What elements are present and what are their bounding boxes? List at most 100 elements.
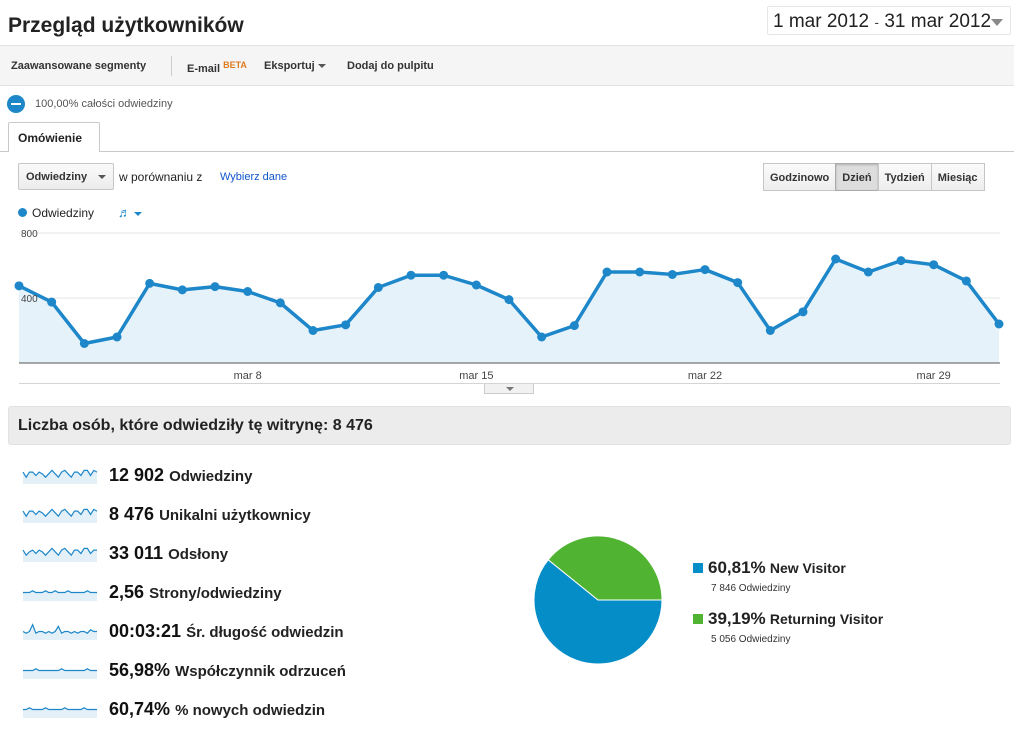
date-start: 1 mar 2012 (773, 11, 870, 32)
pie-legend-percent: 39,19% (708, 609, 766, 628)
period-week-button[interactable]: Tydzień (877, 163, 932, 191)
chart-resize-handle[interactable] (484, 384, 534, 394)
x-tick-label: mar 29 (917, 370, 951, 382)
pie-slice[interactable] (533, 559, 663, 665)
music-note-icon: ♬ (118, 205, 131, 220)
toolbar-divider (171, 56, 172, 76)
annotation-toggle[interactable]: ♬ (118, 205, 142, 220)
data-point[interactable] (341, 320, 351, 330)
tab-divider (0, 151, 1014, 152)
sparkline (22, 508, 98, 523)
data-point[interactable] (602, 267, 612, 277)
add-to-dashboard-button[interactable]: Dodaj do pulpitu (347, 60, 434, 72)
metric-value: 8 476 (109, 504, 155, 524)
data-point[interactable] (47, 297, 57, 307)
metric-text: 33 011 Odsłony (109, 543, 228, 564)
data-point[interactable] (961, 276, 971, 286)
data-point[interactable] (863, 267, 873, 277)
data-point[interactable] (831, 254, 841, 264)
data-point[interactable] (406, 270, 416, 280)
data-point[interactable] (569, 321, 579, 331)
sparkline-area (23, 509, 97, 523)
x-tick-label: mar 15 (459, 370, 493, 382)
email-button[interactable]: E-mail BETA (187, 60, 247, 75)
chevron-down-icon (991, 19, 1003, 26)
data-point[interactable] (79, 339, 89, 348)
period-hourly-button[interactable]: Godzinowo (763, 163, 837, 191)
tab-overview[interactable]: Omówienie (8, 122, 100, 152)
sparkline-area (23, 707, 97, 718)
data-point[interactable] (243, 287, 253, 296)
data-point[interactable] (145, 278, 155, 288)
date-end: 31 mar 2012 (884, 11, 992, 32)
data-point[interactable] (14, 281, 24, 291)
data-point[interactable] (765, 326, 775, 335)
advanced-segments-button[interactable]: Zaawansowane segmenty (11, 60, 147, 72)
pie-legend-count: 7 846 Odwiedziny (711, 583, 791, 594)
metric-label: Strony/odwiedziny (149, 585, 282, 602)
data-point[interactable] (700, 265, 710, 275)
data-point[interactable] (439, 270, 449, 280)
pie-legend-name: New Visitor (769, 560, 846, 576)
series-dot-icon (18, 208, 27, 217)
data-point[interactable] (308, 326, 318, 335)
metric-label: Unikalni użytkownicy (159, 507, 311, 524)
pick-metric-link[interactable]: Wybierz dane (220, 171, 288, 183)
data-point[interactable] (929, 260, 939, 270)
sparkline-line (22, 547, 97, 557)
sparkline-line (23, 707, 97, 711)
visitor-type-pie-chart (533, 535, 663, 665)
metric-value: 60,74% (109, 699, 171, 719)
metric-text: 56,98% Współczynnik odrzuceń (109, 660, 346, 681)
visits-line-chart: 800 400 mar 8 mar 15 mar 22 mar 29 (14, 229, 1004, 384)
data-point[interactable] (373, 282, 383, 292)
data-point[interactable] (667, 269, 677, 279)
series-area (19, 259, 999, 363)
pie-legend-item[interactable]: 39,19% Returning Visitor 5 056 Odwiedziny (693, 609, 883, 645)
sparkline (22, 623, 97, 640)
data-point[interactable] (994, 319, 1004, 329)
data-point[interactable] (896, 256, 906, 266)
sparkline (23, 590, 97, 601)
legend-series-name: Odwiedziny (32, 206, 95, 220)
metric-select[interactable]: Odwiedziny (18, 163, 114, 190)
data-point[interactable] (798, 307, 808, 317)
data-point[interactable] (504, 295, 514, 305)
metric-value: 56,98% (109, 660, 171, 680)
data-point[interactable] (635, 267, 645, 277)
period-month-button[interactable]: Miesiąc (930, 163, 985, 191)
report-toolbar: Zaawansowane segmenty E-mail BETA Ekspor… (0, 45, 1014, 86)
export-label: Eksportuj (264, 60, 315, 72)
metric-select-value: Odwiedziny (26, 171, 88, 183)
chevron-down-icon (134, 212, 142, 216)
data-point[interactable] (733, 278, 743, 288)
metric-value: 00:03:21 (109, 621, 182, 641)
data-point[interactable] (471, 280, 481, 290)
legend-color-swatch (693, 614, 703, 624)
metric-text: 8 476 Unikalni użytkownicy (109, 504, 311, 525)
date-separator: - (874, 14, 880, 30)
sparkline-area (23, 624, 97, 640)
data-point[interactable] (537, 332, 547, 342)
pie-legend-item[interactable]: 60,81% New Visitor 7 846 Odwiedziny (693, 558, 846, 594)
data-point[interactable] (210, 282, 220, 292)
metric-label: % nowych odwiedzin (175, 702, 326, 719)
pie-slice[interactable] (547, 535, 663, 601)
segment-pie-icon (7, 95, 25, 113)
data-point[interactable] (112, 332, 122, 342)
x-tick-label: mar 22 (688, 370, 722, 382)
chevron-down-icon (98, 175, 106, 179)
period-day-button[interactable]: Dzień (835, 163, 879, 191)
date-range-picker[interactable]: 1 mar 2012 - 31 mar 2012 (767, 6, 1011, 35)
sparkline-line (22, 469, 98, 479)
metric-label: Śr. długość odwiedzin (186, 624, 344, 641)
data-point[interactable] (275, 298, 285, 308)
sparkline-area (23, 470, 97, 484)
sparkline-line (23, 668, 97, 672)
data-point[interactable] (177, 285, 187, 295)
sparkline (22, 469, 98, 484)
chevron-down-icon (317, 64, 326, 68)
sparkline-line (23, 590, 97, 594)
metric-value: 2,56 (109, 582, 145, 602)
export-button[interactable]: Eksportuj (264, 60, 326, 72)
